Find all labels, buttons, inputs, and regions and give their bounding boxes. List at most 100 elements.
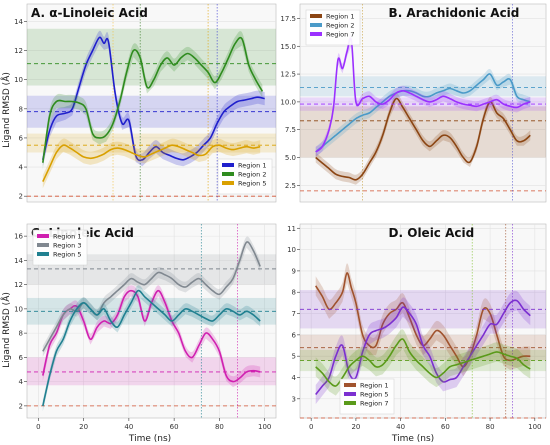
y-tick-label: 3 [292,395,296,403]
shared-ylabel-top: Ligand RMSD (Å) [0,72,12,148]
x-tick-label: 0 [309,423,313,431]
x-tick-label: 40 [396,423,405,431]
y-tick-label: 11 [287,225,296,233]
x-tick-label: 60 [170,423,179,431]
series-shade [315,329,531,396]
y-tick-label: 10 [14,76,23,84]
series-line [315,338,531,387]
legend-swatch [344,383,356,387]
shared-ylabel-bottom: Ligand RMSD (Å) [0,292,12,368]
series-line [315,73,531,153]
y-tick-label: 4 [292,374,297,382]
series-shade [315,263,531,377]
y-tick-label: 12 [14,47,23,55]
y-tick-label: 10 [14,305,23,313]
legend-entry: Region 5 [238,180,266,188]
legend-entry: Region 1 [53,233,81,241]
chart-panel-4: 3 4 5 6 7 8 9 10 11 0 20 40 60 80 100 D. Oleic Acid Regi… [287,223,547,431]
legend-swatch [222,172,234,176]
series-shade [42,31,263,170]
series-shade [315,290,531,405]
legend-swatch [222,163,234,167]
series-line [315,272,531,368]
legend-swatch [310,14,322,18]
legend-swatch [344,392,356,396]
band [27,28,276,86]
legend-entry: Region 1 [238,162,266,170]
y-tick-label: 6 [292,331,297,339]
legend-entry: Region 2 [238,171,266,179]
x-tick-label: 100 [258,423,271,431]
y-tick-label: 2 [19,193,23,201]
x-tick-label: 40 [124,423,133,431]
panel-title: D. Oleic Acid [389,226,475,240]
x-tick-label: 80 [215,423,224,431]
band [300,76,546,97]
series-shade [42,285,261,388]
y-tick-label: 4 [19,378,24,386]
legend-swatch [310,32,322,36]
chart-panel-2: 2.5 5.0 7.5 10.0 12.5 15.0 17.5 B. Arachidonic … [280,3,547,203]
y-tick-label: 10.0 [280,98,296,106]
legend-entry: Region 2 [326,22,354,30]
legend-swatch [37,234,49,238]
legend-swatch [310,23,322,27]
y-tick-label: 9 [292,267,296,275]
y-tick-label: 5 [292,353,296,361]
series-shade [42,138,261,189]
shared-xlabel-right: Time (ns) [391,434,434,444]
legend-entry: Region 5 [53,251,81,259]
series-line [42,36,264,163]
y-tick-label: 7 [292,310,296,318]
series-line [42,289,261,407]
series-shade [42,236,261,357]
x-tick-label: 60 [441,423,450,431]
legend-swatch [37,243,49,247]
series-line [42,36,265,162]
series-line [315,299,531,395]
y-tick-label: 14 [14,18,23,26]
chart-panel-3: 246810121416020406080100C. Linoleic Acid… [14,223,277,431]
legend-entry: Region 5 [360,391,388,399]
y-tick-label: 17.5 [280,15,296,23]
series-line [42,241,261,352]
y-tick-label: 6 [19,134,24,142]
x-tick-label: 80 [486,423,495,431]
band [27,133,276,153]
x-tick-label: 0 [36,423,40,431]
series-line [42,144,261,182]
y-tick-label: 2.5 [285,182,296,190]
series-shade [42,285,261,412]
panel-title: A. α-Linoleic Acid [31,6,148,20]
y-tick-label: 12 [14,281,23,289]
y-tick-label: 16 [14,233,23,241]
y-tick-label: 12.5 [280,71,296,79]
y-tick-label: 8 [19,105,23,113]
series-line [315,97,531,181]
legend-entry: Region 3 [53,242,81,250]
y-tick-label: 15.0 [280,43,296,51]
x-tick-label: 100 [528,423,541,431]
legend-entry: Region 1 [326,13,354,21]
x-tick-label: 20 [351,423,360,431]
x-tick-label: 20 [79,423,88,431]
legend-swatch [222,181,234,185]
shared-xlabel-left: Time (ns) [128,434,171,444]
y-tick-label: 8 [292,289,296,297]
series-line [315,37,531,153]
legend-swatch [37,252,49,256]
y-tick-label: 5.0 [285,154,296,162]
series-shade [315,33,531,157]
y-tick-label: 8 [19,330,23,338]
y-tick-label: 14 [14,257,23,265]
legend-entry: Region 1 [360,382,388,390]
series-shade [315,68,531,157]
y-tick-label: 6 [19,354,24,362]
y-tick-label: 7.5 [285,126,296,134]
